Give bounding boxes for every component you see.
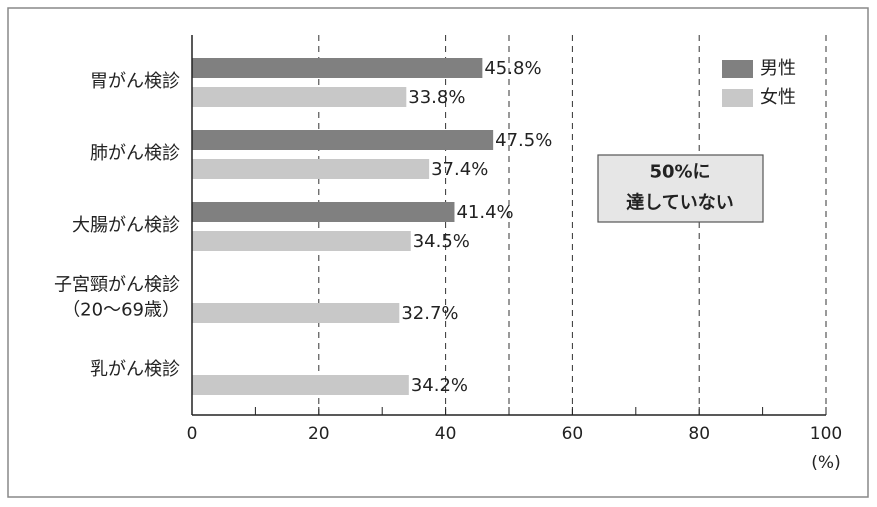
legend-label: 男性 <box>760 58 796 79</box>
annotation: 50%に達していない <box>626 162 733 214</box>
legend-label: 女性 <box>760 87 796 108</box>
value-label: 45.8% <box>484 58 541 79</box>
bar <box>192 87 407 107</box>
y-tick-label: 肺がん検診 <box>90 143 180 164</box>
bar <box>192 202 455 222</box>
x-tick-label: 80 <box>688 424 710 444</box>
y-tick-label: 胃がん検診 <box>90 71 180 92</box>
value-label: 33.8% <box>408 87 465 108</box>
legend-swatch <box>722 60 753 78</box>
x-tick-label: 20 <box>308 424 330 444</box>
legend-swatch <box>722 89 753 107</box>
x-unit-label: (%) <box>811 453 840 473</box>
frame <box>7 7 869 498</box>
y-tick-label: 子宮頸がん検診（20〜69歳） <box>54 275 180 321</box>
bar <box>192 159 430 179</box>
value-label: 37.4% <box>431 159 488 180</box>
x-tick-label: 100 <box>810 424 842 444</box>
value-label: 47.5% <box>495 130 552 151</box>
bar <box>192 303 400 323</box>
bar <box>192 231 411 251</box>
bar <box>192 58 483 78</box>
bar <box>192 130 494 150</box>
value-label: 34.2% <box>411 375 468 396</box>
x-tick-label: 0 <box>187 424 198 444</box>
x-tick-label: 40 <box>435 424 457 444</box>
y-tick-label: 乳がん検診 <box>90 359 180 380</box>
value-label: 41.4% <box>456 202 513 223</box>
value-label: 34.5% <box>413 231 470 252</box>
annotation-box <box>597 154 764 223</box>
x-tick-label: 60 <box>562 424 584 444</box>
bar <box>192 375 409 395</box>
y-tick-label: 大腸がん検診 <box>72 215 180 236</box>
value-label: 32.7% <box>401 303 458 324</box>
